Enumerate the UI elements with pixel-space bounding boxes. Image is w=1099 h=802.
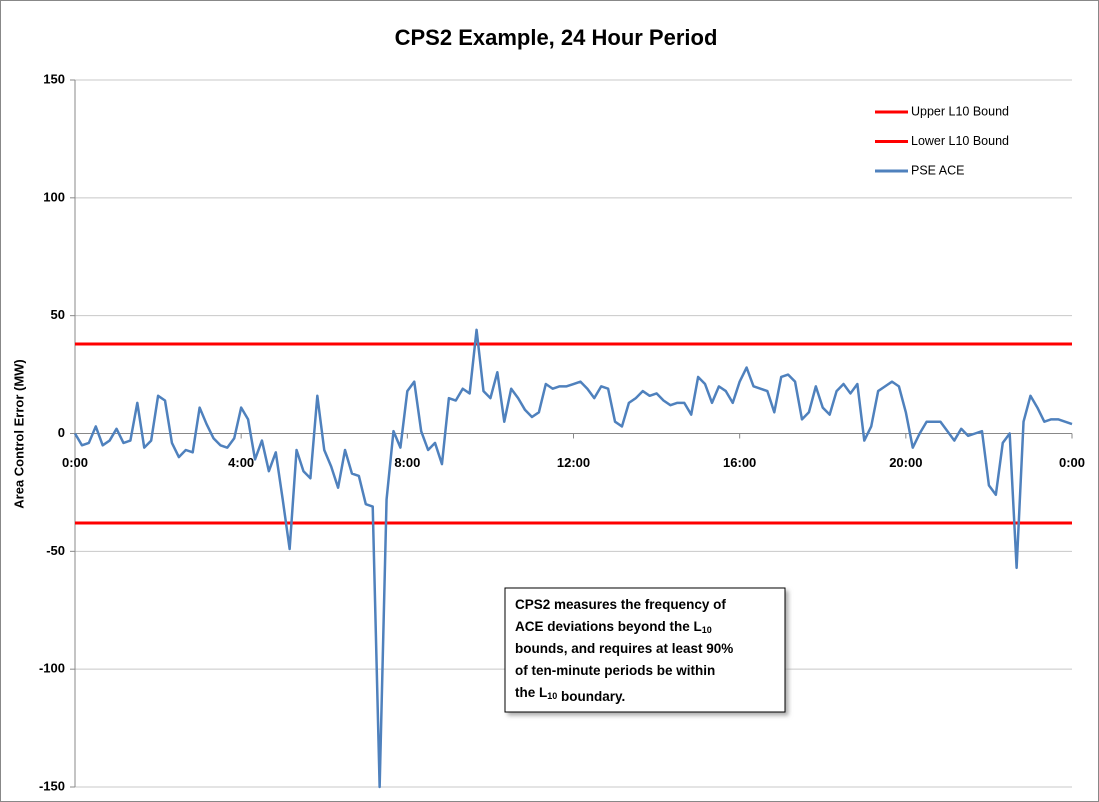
y-tick-label: -100 [39,661,65,676]
x-tick-label: 16:00 [723,455,756,470]
annotation-text: the L [515,685,547,700]
annotation-text: ACE deviations beyond the L [515,619,702,634]
annotation-line: bounds, and requires at least 90% [515,641,733,656]
annotation-subscript: 10 [702,625,712,635]
annotation-line: the L10 boundary. [515,685,625,704]
chart-title: CPS2 Example, 24 Hour Period [395,25,718,50]
annotation-text: bounds, and requires at least 90% [515,641,733,656]
y-axis-label: Area Control Error (MW) [11,359,26,509]
y-tick-label: 150 [43,71,65,86]
y-tick-label: 50 [51,307,65,322]
x-tick-label: 20:00 [889,455,922,470]
x-tick-label: 12:00 [557,455,590,470]
legend-label: Upper L10 Bound [911,104,1009,118]
y-tick-label: 100 [43,189,65,204]
annotation-line: CPS2 measures the frequency of [515,597,726,612]
legend-label: PSE ACE [911,163,965,177]
annotation-line: of ten-minute periods be within [515,663,715,678]
annotation-text: CPS2 measures the frequency of [515,597,726,612]
annotation-box [504,587,786,713]
legend-label: Lower L10 Bound [911,134,1009,148]
annotation-subscript: 10 [547,691,557,701]
annotation-text: of ten-minute periods be within [515,663,715,678]
y-tick-label: -50 [46,543,65,558]
x-tick-label: 4:00 [228,455,254,470]
y-tick-label: 0 [58,425,65,440]
x-tick-label: 0:00 [62,455,88,470]
series-line [73,328,1073,789]
y-tick-label: -150 [39,778,65,793]
x-tick-label: 8:00 [394,455,420,470]
annotation-text: boundary. [557,689,625,704]
annotation-line: ACE deviations beyond the L10 [515,619,712,636]
x-tick-label: 0:00 [1059,455,1085,470]
